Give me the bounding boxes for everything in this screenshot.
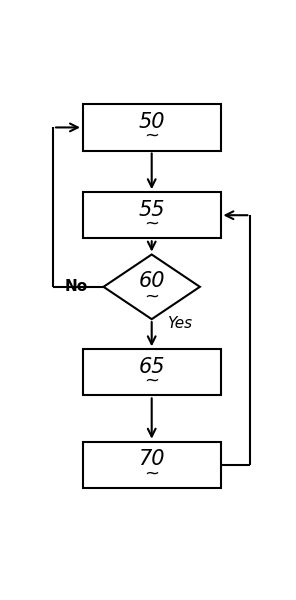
Text: ~: ~ — [144, 288, 159, 306]
Text: ~: ~ — [144, 464, 159, 482]
Bar — [83, 104, 221, 151]
Text: ~: ~ — [144, 127, 159, 145]
Text: No: No — [65, 280, 88, 295]
Text: 65: 65 — [139, 357, 165, 377]
Text: 70: 70 — [139, 449, 165, 469]
Bar — [83, 349, 221, 395]
Bar — [83, 442, 221, 488]
Text: 55: 55 — [139, 200, 165, 220]
Text: Yes: Yes — [167, 316, 192, 331]
Text: 50: 50 — [139, 112, 165, 132]
Bar — [83, 192, 221, 238]
Text: ~: ~ — [144, 371, 159, 389]
Polygon shape — [104, 254, 200, 319]
Text: ~: ~ — [144, 215, 159, 233]
Text: 60: 60 — [139, 271, 165, 291]
